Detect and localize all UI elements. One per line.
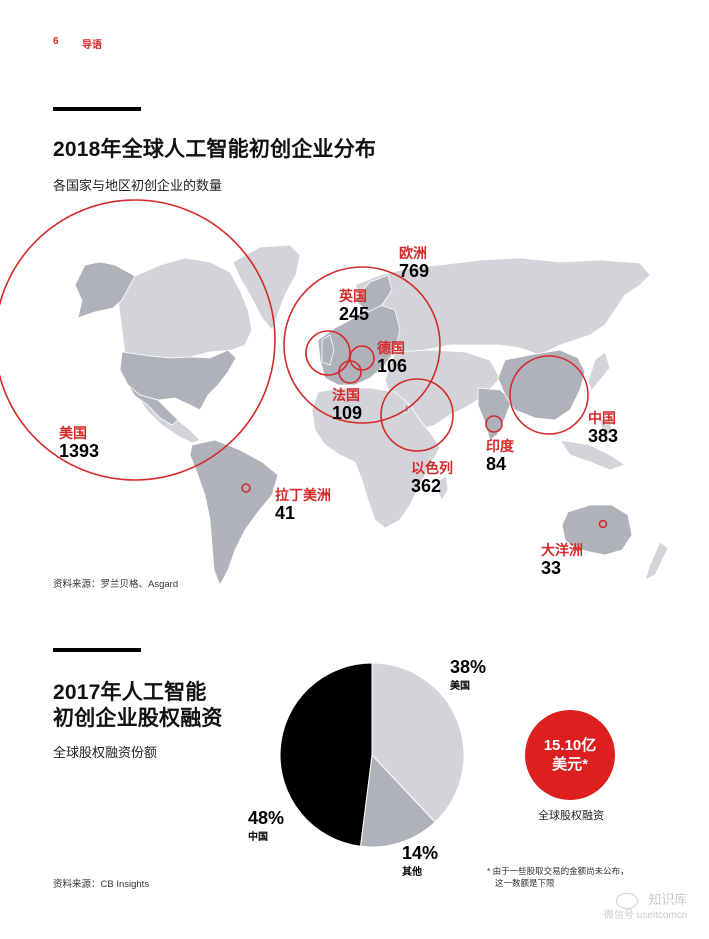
latin-america-circle xyxy=(241,483,251,493)
region-value: 106 xyxy=(377,356,408,376)
region-name: 拉丁美洲 xyxy=(275,487,331,503)
total-funding-unit: 美元* xyxy=(552,756,588,773)
funding-chart-subtitle: 全球股权融资份额 xyxy=(53,745,158,760)
region-label-oceania: 大洋洲 33 xyxy=(541,542,583,578)
region-value: 245 xyxy=(339,304,370,324)
pie-value-china: 48% xyxy=(248,808,285,828)
pie-slice-us xyxy=(371,662,465,823)
uk-circle xyxy=(305,330,351,376)
world-map xyxy=(0,199,669,586)
china-circle xyxy=(509,355,589,435)
region-name: 法国 xyxy=(332,387,360,403)
region-value: 109 xyxy=(332,403,363,423)
watermark-account: 微信号 useitcomcn xyxy=(604,910,688,922)
germany-circle xyxy=(349,345,375,371)
region-name: 以色列 xyxy=(411,460,453,476)
watermark-brand: 知识库 xyxy=(648,892,688,907)
region-label-china: 中国 383 xyxy=(588,410,618,446)
pie-value-us: 38% xyxy=(450,657,487,677)
pie-label-us: 38% 美国 xyxy=(450,657,486,692)
region-value: 362 xyxy=(411,476,442,496)
region-label-latin-america: 拉丁美洲 41 xyxy=(275,487,331,523)
france-circle xyxy=(338,360,362,384)
watermark: 知识库 微信号 useitcomcn xyxy=(604,893,687,923)
map-source-note: 资料来源：罗兰贝格、Asgard xyxy=(53,579,179,590)
region-name: 英国 xyxy=(339,288,367,304)
region-label-germany: 德国 106 xyxy=(377,340,407,376)
region-label-israel: 以色列 362 xyxy=(411,460,453,496)
pie-name-us: 美国 xyxy=(450,681,470,692)
region-name: 中国 xyxy=(588,410,616,426)
region-label-uk: 英国 245 xyxy=(339,288,369,324)
oceania-circle xyxy=(598,519,608,529)
region-value: 383 xyxy=(588,426,619,446)
section-divider-bar xyxy=(53,648,141,652)
funding-source-note: 资料来源：CB Insights xyxy=(53,879,150,890)
us-circle xyxy=(0,199,276,481)
total-funding-amount: 15.10亿 xyxy=(543,737,597,754)
wechat-icon xyxy=(615,893,638,910)
section-name: 导语 xyxy=(82,40,102,51)
region-name: 美国 xyxy=(59,425,87,441)
region-name: 大洋洲 xyxy=(541,542,583,558)
footnote-line1: * 由于一些股取交易的金额尚未公布， xyxy=(487,866,629,876)
pie-value-other: 14% xyxy=(402,843,439,863)
region-value: 41 xyxy=(275,503,296,523)
total-funding-badge: 15.10亿 美元* xyxy=(525,710,615,800)
region-name: 德国 xyxy=(377,340,405,356)
funding-chart-title: 2017年人工智能 初创企业股权融资 xyxy=(53,680,223,732)
pie-name-other: 其他 xyxy=(402,867,422,878)
region-value: 1393 xyxy=(59,441,100,461)
region-label-india: 印度 84 xyxy=(486,438,514,474)
map-chart-subtitle: 各国家与地区初创企业的数量 xyxy=(53,178,223,193)
pie-label-china: 48% 中国 xyxy=(248,808,284,843)
region-value: 33 xyxy=(541,558,562,578)
region-label-europe: 欧洲 769 xyxy=(399,245,429,281)
footnote-line2: 这一数额是下限 xyxy=(495,878,555,888)
section-divider-bar xyxy=(53,107,141,111)
page-number: 6 xyxy=(53,36,59,47)
region-value: 84 xyxy=(486,454,507,474)
region-value: 769 xyxy=(399,261,430,281)
region-label-france: 法国 109 xyxy=(332,387,362,423)
map-chart-title: 2018年全球人工智能初创企业分布 xyxy=(53,138,377,161)
pie-slice-china xyxy=(279,662,373,847)
total-funding-caption: 全球股权融资 xyxy=(538,810,604,822)
europe-circle xyxy=(283,266,441,424)
footnote: * 由于一些股取交易的金额尚未公布， 这一数额是下限 xyxy=(487,865,629,889)
india-circle xyxy=(485,415,503,433)
pie-label-other: 14% 其他 xyxy=(402,843,438,878)
pie-slice-other xyxy=(359,753,436,848)
region-name: 欧洲 xyxy=(399,245,427,261)
funding-title-line2: 初创企业股权融资 xyxy=(53,707,223,730)
region-name: 印度 xyxy=(486,438,514,454)
funding-title-line1: 2017年人工智能 xyxy=(53,681,207,704)
funding-pie-chart xyxy=(279,662,465,848)
pie-name-china: 中国 xyxy=(248,832,268,843)
region-label-usa: 美国 1393 xyxy=(59,425,99,461)
israel-circle xyxy=(380,378,454,452)
